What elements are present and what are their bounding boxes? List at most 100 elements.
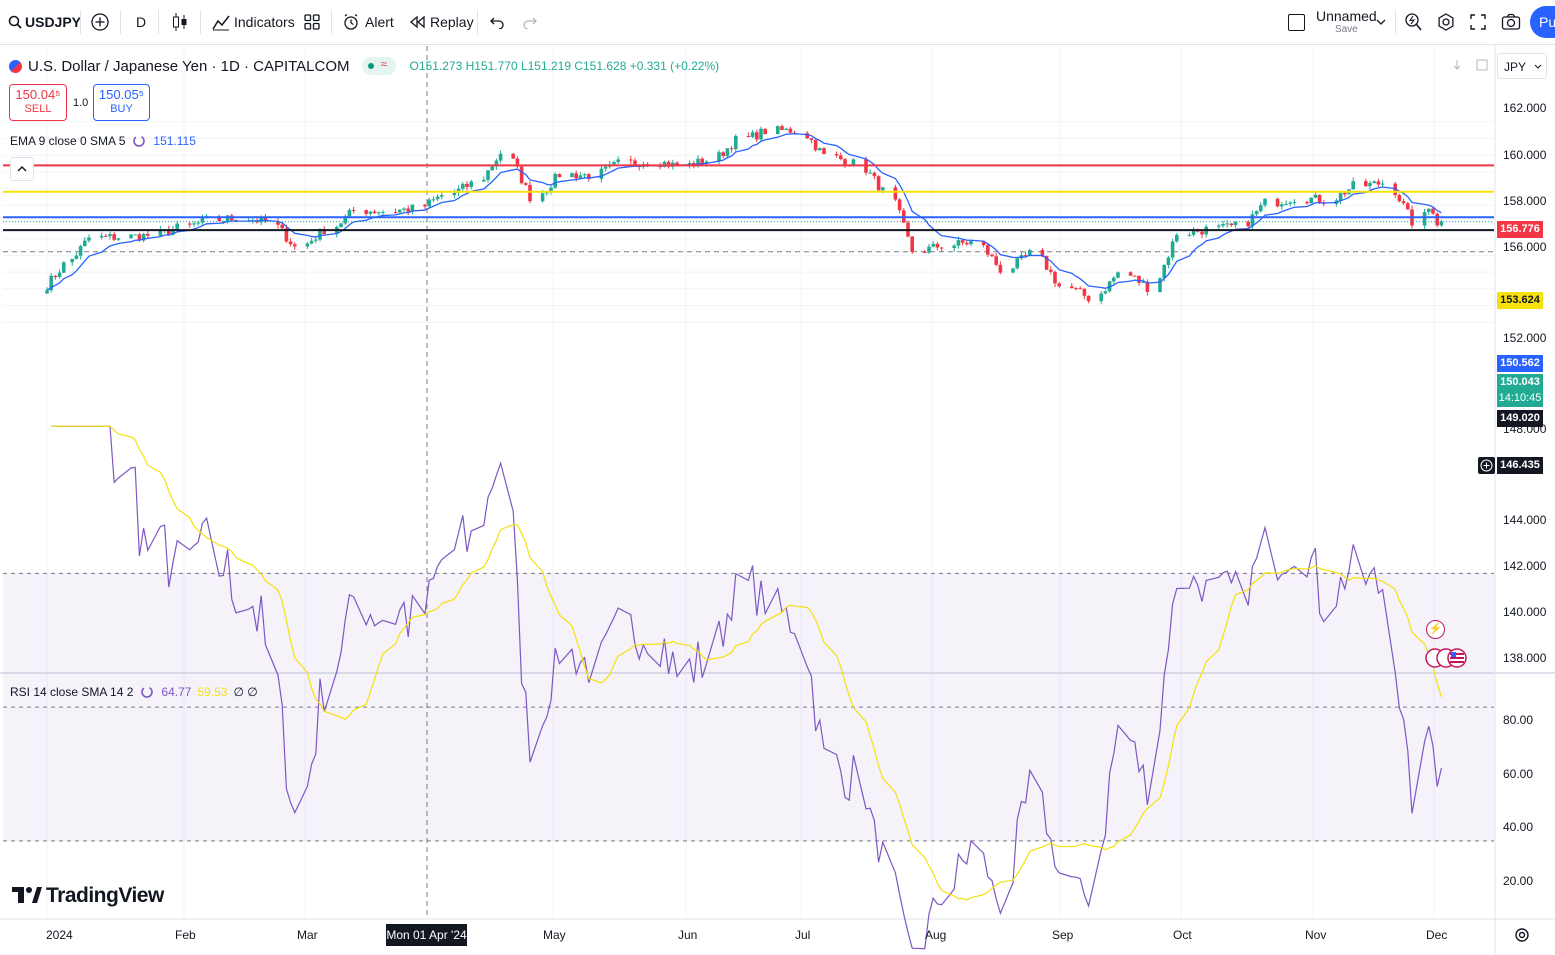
candle-body [666, 161, 671, 167]
layout-name-button[interactable]: Unnamed Save [1316, 8, 1377, 36]
rsi-tick: 60.00 [1503, 767, 1534, 781]
ema-line [46, 133, 1442, 291]
buy-button[interactable]: 150.05⁵ BUY [93, 84, 150, 121]
toolbar-divider [477, 10, 478, 34]
candle-body [1158, 278, 1162, 292]
pane-move-down-button[interactable] [1449, 57, 1465, 73]
candle-body [221, 220, 226, 222]
pane-maximize-button[interactable] [1474, 57, 1490, 73]
quick-search-button[interactable] [1404, 0, 1422, 44]
price-tick: 138.000 [1503, 651, 1547, 665]
candle-body [570, 173, 574, 178]
candle-body [263, 216, 268, 222]
layout-menu-button[interactable] [1376, 0, 1386, 44]
add-alert-button[interactable] [1478, 457, 1495, 474]
candle-body [818, 148, 822, 151]
candle-body [469, 181, 473, 187]
candle-body [1288, 202, 1292, 204]
candle-body [1380, 183, 1385, 185]
candle-body [192, 223, 196, 225]
sell-price: 150.04⁵ [15, 87, 61, 102]
save-label: Save [1334, 24, 1358, 35]
candle-body [524, 183, 528, 185]
candle-body [314, 239, 318, 241]
candle-body [633, 160, 637, 165]
candle-body [809, 138, 814, 140]
chart-canvas[interactable] [0, 45, 1555, 955]
collapse-legend-button[interactable] [10, 157, 34, 181]
spread-value: 1.0 [73, 97, 89, 109]
candle-body [939, 247, 944, 249]
currency-value: JPY [1504, 60, 1527, 74]
candle-body [549, 187, 553, 192]
candle-body [893, 187, 898, 200]
chart-settings-button[interactable] [1513, 926, 1531, 949]
candle-body [1078, 288, 1082, 290]
buy-label: BUY [110, 103, 133, 115]
candle-body [986, 245, 990, 255]
price-label-yellow-line[interactable]: 153.624 [1497, 292, 1543, 309]
candle-body [406, 208, 410, 212]
price-label-black-line[interactable]: 149.020 [1497, 410, 1543, 427]
candle-body [960, 240, 965, 243]
symbol-title: U.S. Dollar / Japanese Yen · 1D · CAPITA… [28, 57, 350, 75]
candle-body [990, 254, 994, 257]
candle-body [1368, 183, 1372, 187]
candle-body [1431, 208, 1435, 214]
fullscreen-button[interactable] [1469, 0, 1487, 44]
currency-select[interactable]: JPY [1497, 53, 1547, 79]
candle-body [1397, 195, 1402, 202]
chart-type-button[interactable] [170, 0, 190, 44]
layout-checkbox[interactable] [1288, 0, 1305, 44]
fullscreen-icon [1470, 14, 1486, 30]
toolbar-divider [158, 10, 159, 34]
sell-button[interactable]: 150.04⁵ SELL [9, 84, 67, 121]
indicators-label: Indicators [234, 14, 295, 30]
snapshot-button[interactable] [1501, 0, 1521, 44]
candle-body [423, 204, 427, 207]
candle-body [587, 174, 591, 179]
rsi-legend[interactable]: RSI 14 close SMA 14 2 64.77 59.53 ∅ ∅ [10, 685, 258, 699]
candle-body [108, 234, 112, 237]
candle-body [70, 258, 74, 263]
economic-events-icon[interactable] [1425, 647, 1467, 669]
candle-body [1343, 192, 1347, 195]
settings-button[interactable] [1437, 0, 1455, 44]
last-price-label[interactable]: 150.043 14:10:45 [1497, 374, 1543, 407]
candle-body [1338, 192, 1343, 201]
candle-body [1309, 197, 1313, 204]
candle-body [1145, 281, 1150, 292]
publish-button[interactable]: Pu [1530, 6, 1555, 38]
indicators-button[interactable]: Indicators [212, 0, 295, 44]
price-label-blue-line[interactable]: 150.562 [1497, 355, 1543, 372]
candle-body [784, 128, 788, 130]
replay-button[interactable]: Replay [409, 0, 474, 44]
candle-body [1305, 201, 1309, 204]
candle-body [1246, 221, 1250, 227]
rsi-sma-line [51, 425, 1442, 901]
chevron-up-icon [17, 166, 27, 172]
candle-body [486, 170, 490, 180]
candle-body [1376, 181, 1381, 185]
gear-icon [1515, 928, 1529, 942]
earnings-event-icon[interactable]: ⚡ [1426, 620, 1445, 639]
alert-button[interactable]: Alert [342, 0, 394, 44]
layouts-button[interactable] [303, 0, 321, 44]
candle-body [1128, 272, 1133, 276]
candle-body [1015, 258, 1019, 269]
candle-body [217, 216, 221, 222]
ema-legend[interactable]: EMA 9 close 0 SMA 5 151.115 [10, 134, 196, 148]
price-label-red-line[interactable]: 156.776 [1497, 221, 1543, 238]
interval-button[interactable]: D [136, 0, 146, 44]
candle-body [171, 229, 175, 235]
candle-body [465, 183, 469, 187]
price-tick: 156.000 [1503, 240, 1547, 254]
undo-button[interactable] [489, 0, 505, 44]
price-tick: 160.000 [1503, 148, 1547, 162]
tradingview-logo[interactable]: TradingView [12, 882, 164, 909]
symbol-search-button[interactable]: USDJPY [8, 0, 81, 44]
redo-button[interactable] [522, 0, 538, 44]
market-status-badge[interactable]: ≈ [361, 57, 396, 75]
compare-symbol-button[interactable] [90, 0, 110, 44]
candle-body [347, 209, 352, 217]
